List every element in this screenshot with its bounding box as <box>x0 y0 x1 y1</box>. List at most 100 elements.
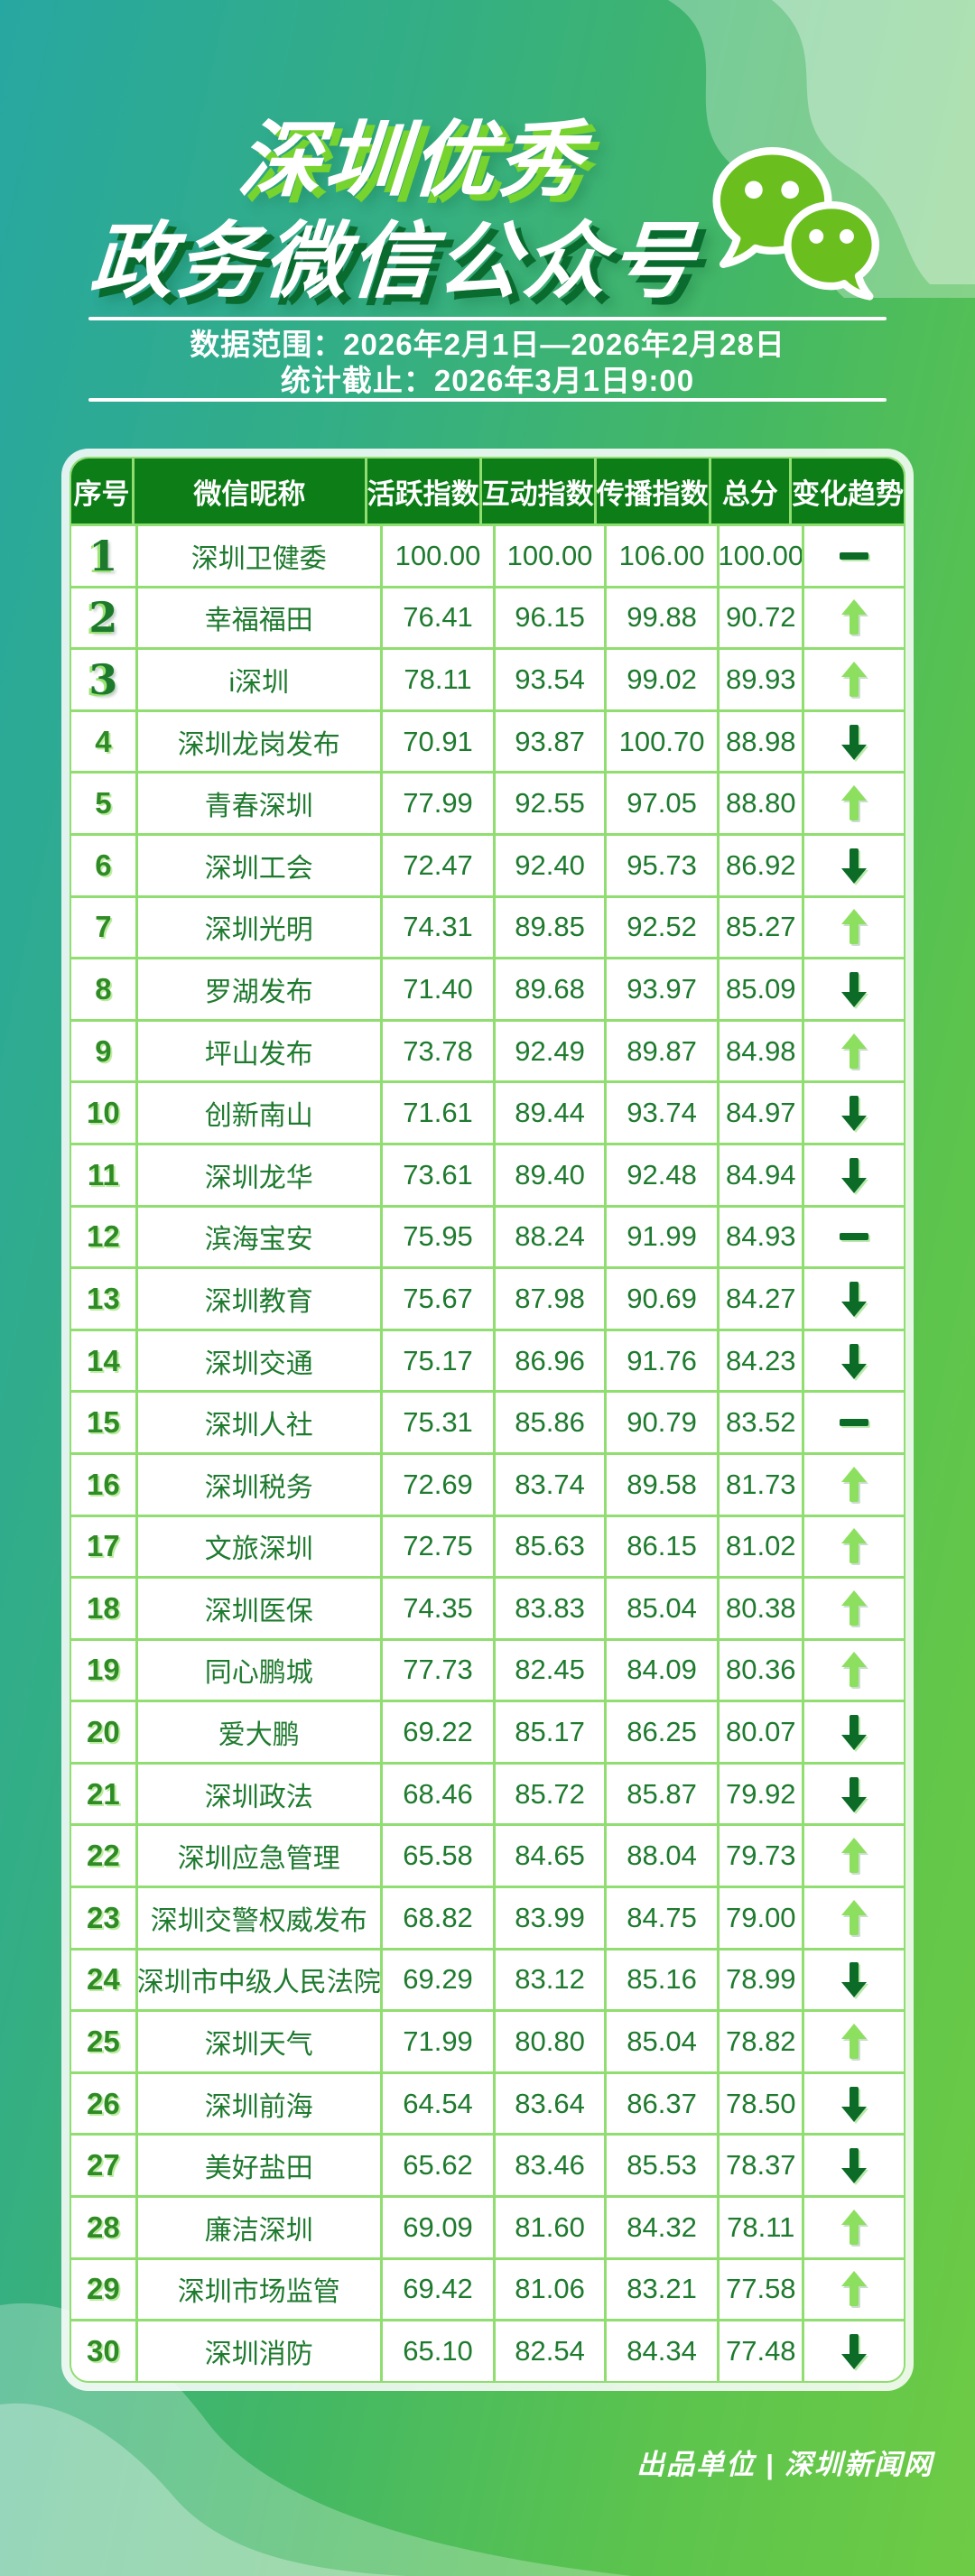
total-score-cell: 79.73 <box>720 1826 805 1886</box>
interaction-index-cell: 93.54 <box>496 650 607 709</box>
total-score-cell: 78.37 <box>720 2136 805 2196</box>
trend-cell <box>804 2012 904 2071</box>
interaction-index-cell: 85.86 <box>496 1393 607 1452</box>
rank-cell: 23 <box>71 1888 138 1948</box>
trend-up-icon <box>841 2210 867 2246</box>
spread-index-cell: 86.15 <box>607 1516 720 1577</box>
rank-cell: 24 <box>71 1950 138 2010</box>
rank-cell: 16 <box>71 1454 138 1515</box>
interaction-index-cell: 81.60 <box>496 2198 607 2257</box>
trend-flat-icon <box>840 1233 869 1241</box>
rank-cell: 19 <box>71 1640 138 1700</box>
wechat-icon <box>712 147 880 301</box>
table-row: 10 创新南山 71.61 89.44 93.74 84.97 <box>71 1083 904 1145</box>
table-row: 5 青春深圳 77.99 92.55 97.05 88.80 <box>71 774 904 836</box>
trend-up-icon <box>841 1838 867 1874</box>
trend-cell <box>804 1641 904 1700</box>
activity-index-cell: 72.69 <box>383 1454 497 1515</box>
interaction-index-cell: 92.49 <box>496 1021 607 1081</box>
activity-index-cell: 77.73 <box>383 1640 497 1700</box>
account-name-cell: 文旅深圳 <box>138 1516 383 1577</box>
table-row: 20 爱大鹏 69.22 85.17 86.25 80.07 <box>71 1702 904 1765</box>
rank-cell: 6 <box>71 835 138 895</box>
interaction-index-cell: 92.40 <box>496 835 607 895</box>
trend-cell <box>804 650 904 709</box>
account-name-cell: 深圳教育 <box>138 1269 383 1329</box>
interaction-index-cell: 93.87 <box>496 711 607 772</box>
activity-index-cell: 65.62 <box>383 2136 497 2196</box>
rank-cell: 9 <box>71 1021 138 1081</box>
total-score-cell: 89.93 <box>720 650 805 709</box>
account-name-cell: 深圳卫健委 <box>138 526 383 586</box>
trend-cell <box>804 712 904 772</box>
table-row: 26 深圳前海 64.54 83.64 86.37 78.50 <box>71 2073 904 2136</box>
account-name-cell: 幸福福田 <box>138 588 383 648</box>
activity-index-cell: 65.58 <box>383 1826 497 1886</box>
trend-down-icon <box>841 724 867 760</box>
trend-cell <box>804 1888 904 1948</box>
activity-index-cell: 74.35 <box>383 1579 497 1638</box>
trend-cell <box>804 836 904 895</box>
spread-index-cell: 88.04 <box>607 1826 720 1886</box>
spread-index-cell: 99.02 <box>607 650 720 709</box>
rank-cell: 17 <box>71 1516 138 1577</box>
trend-cell <box>804 1145 904 1205</box>
account-name-cell: 深圳人社 <box>138 1393 383 1452</box>
spread-index-cell: 86.25 <box>607 1702 720 1762</box>
table-header-row: 序号 微信昵称 活跃指数 互动指数 传播指数 总分 变化趋势 <box>71 459 904 526</box>
total-score-cell: 85.27 <box>720 897 805 958</box>
rank-cell: 27 <box>71 2136 138 2196</box>
interaction-index-cell: 89.44 <box>496 1083 607 1143</box>
table-row: 28 廉洁深圳 69.09 81.60 84.32 78.11 <box>71 2198 904 2260</box>
interaction-index-cell: 89.85 <box>496 897 607 958</box>
account-name-cell: 深圳交通 <box>138 1330 383 1391</box>
spread-index-cell: 92.52 <box>607 897 720 958</box>
activity-index-cell: 68.46 <box>383 1764 497 1824</box>
divider-bottom <box>88 398 887 402</box>
table-row: 22 深圳应急管理 65.58 84.65 88.04 79.73 <box>71 1826 904 1889</box>
activity-index-cell: 75.95 <box>383 1207 497 1267</box>
interaction-index-cell: 83.74 <box>496 1454 607 1515</box>
trend-up-icon <box>841 1652 867 1688</box>
trend-down-icon <box>841 2333 867 2369</box>
table-row: 19 同心鹏城 77.73 82.45 84.09 80.36 <box>71 1640 904 1703</box>
total-score-cell: 78.50 <box>720 2073 805 2134</box>
total-score-cell: 80.07 <box>720 1702 805 1762</box>
activity-index-cell: 68.82 <box>383 1888 497 1948</box>
table-row: 12 滨海宝安 75.95 88.24 91.99 84.93 <box>71 1207 904 1270</box>
table-row: 27 美好盐田 65.62 83.46 85.53 78.37 <box>71 2136 904 2199</box>
account-name-cell: 深圳前海 <box>138 2073 383 2134</box>
trend-up-icon <box>841 662 867 698</box>
activity-index-cell: 71.99 <box>383 2012 497 2071</box>
table-row: 30 深圳消防 65.10 82.54 84.34 77.48 <box>71 2321 904 2381</box>
trend-down-icon <box>841 2147 867 2183</box>
total-score-cell: 84.93 <box>720 1207 805 1267</box>
trend-cell <box>804 2198 904 2257</box>
trend-cell <box>804 1455 904 1515</box>
rank-cell: 8 <box>71 959 138 1019</box>
rank-cell: 10 <box>71 1083 138 1143</box>
rank-cell: 12 <box>71 1207 138 1267</box>
table-row: 11 深圳龙华 73.61 89.40 92.48 84.94 <box>71 1144 904 1208</box>
interaction-index-cell: 82.54 <box>496 2321 607 2381</box>
rank-cell: 30 <box>71 2321 138 2381</box>
rank-cell: 13 <box>71 1269 138 1329</box>
rank-cell: 4 <box>71 711 138 772</box>
total-score-cell: 80.38 <box>720 1579 805 1638</box>
activity-index-cell: 76.41 <box>383 588 497 648</box>
activity-index-cell: 64.54 <box>383 2073 497 2134</box>
trend-down-icon <box>841 848 867 884</box>
spread-index-cell: 84.32 <box>607 2198 720 2257</box>
activity-index-cell: 74.31 <box>383 897 497 958</box>
trend-cell <box>804 1208 904 1267</box>
table-row: 14 深圳交通 75.17 86.96 91.76 84.23 <box>71 1330 904 1394</box>
column-header-6: 变化趋势 <box>792 477 904 510</box>
activity-index-cell: 71.61 <box>383 1083 497 1143</box>
trend-down-icon <box>841 1157 867 1193</box>
trend-cell <box>804 2260 904 2320</box>
total-score-cell: 100.00 <box>720 526 805 586</box>
spread-index-cell: 85.04 <box>607 1579 720 1638</box>
spread-index-cell: 90.69 <box>607 1269 720 1329</box>
spread-index-cell: 95.73 <box>607 835 720 895</box>
